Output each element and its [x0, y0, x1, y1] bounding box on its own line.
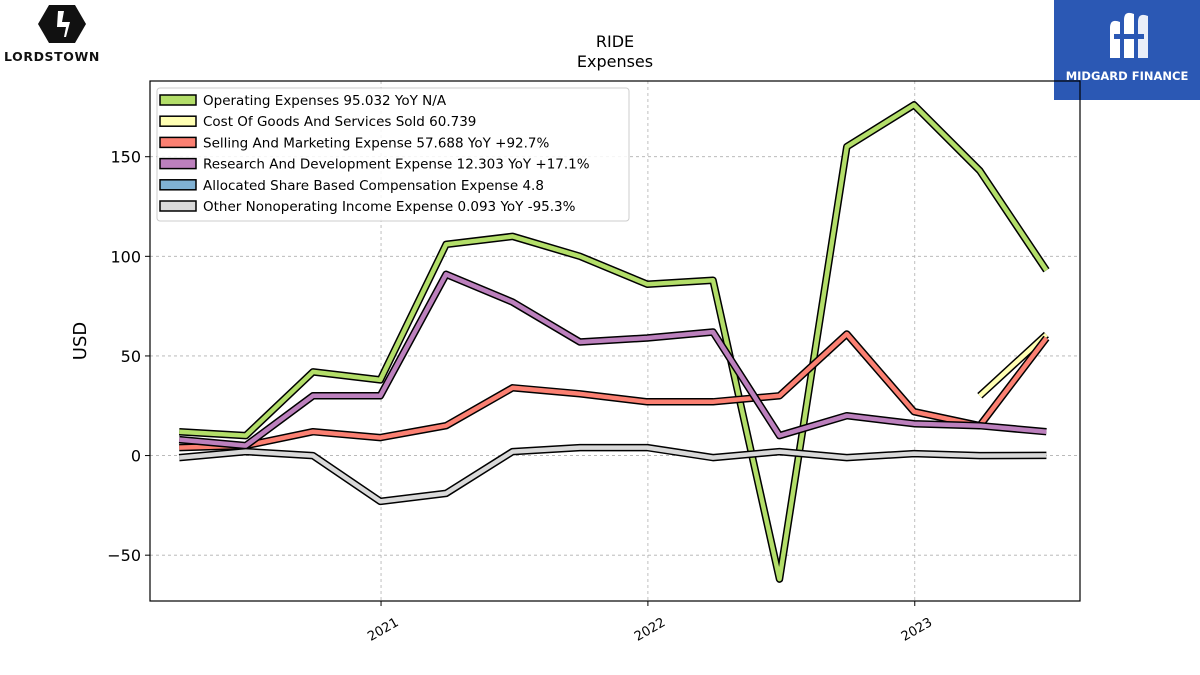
series-line-1 [978, 332, 1048, 398]
legend-swatch [159, 200, 197, 212]
legend-swatch [159, 136, 197, 149]
lordstown-emblem-icon [38, 5, 86, 43]
legend: Operating Expenses 95.032 YoY N/A Cost Of… [156, 87, 630, 222]
series-line-3 [178, 272, 1047, 448]
legend-entry: Operating Expenses 95.032 YoY N/A [203, 93, 447, 109]
chart-subtitle: Expenses [576, 52, 654, 71]
lordstown-logo: LORDSTOWN [0, 0, 130, 70]
x-tick-label: 2023 [899, 615, 935, 645]
legend-box [156, 87, 630, 222]
legend-entry: Cost Of Goods And Services Sold 60.739 [203, 114, 476, 130]
series-line-2 [179, 331, 1049, 450]
legend-swatch [159, 115, 197, 127]
series-outline [178, 270, 1047, 450]
midgard-wordmark: MIDGARD FINANCE [1065, 69, 1189, 83]
series-lines [178, 101, 1050, 583]
midgard-emblem-icon [1110, 12, 1148, 58]
midgard-finance-logo: MIDGARD FINANCE [1054, 0, 1200, 100]
legend-swatch [159, 179, 197, 191]
y-tick-label: 0 [131, 447, 141, 466]
legend-entry: Allocated Share Based Compensation Expen… [203, 178, 544, 194]
plot-frame [149, 80, 1081, 602]
y-tick-label: 100 [110, 247, 141, 266]
legend-swatch [159, 157, 197, 170]
y-tick-label: 50 [121, 347, 141, 366]
series-line-0 [179, 102, 1049, 582]
y-tick-label: 150 [110, 148, 141, 167]
legend-entry: Selling And Marketing Expense 57.688 YoY… [203, 135, 549, 151]
legend-swatch [159, 94, 197, 106]
series-line-5 [178, 445, 1047, 504]
x-tick-label: 2021 [365, 615, 401, 645]
lordstown-wordmark: LORDSTOWN [4, 49, 100, 64]
legend-entry: Other Nonoperating Income Expense 0.093 … [203, 199, 576, 215]
y-axis-ticks: −50 0 50 100 150 [107, 148, 150, 565]
chart-title-block: RIDE Expenses [0, 32, 1200, 72]
y-tick-label: −50 [107, 546, 141, 565]
y-axis-label: USD [70, 322, 91, 360]
legend-entry: Research And Development Expense 12.303 … [203, 157, 590, 173]
x-axis-ticks: 2021 2022 2023 [365, 601, 935, 645]
chart-title: RIDE [595, 32, 635, 51]
x-tick-label: 2022 [632, 615, 668, 645]
